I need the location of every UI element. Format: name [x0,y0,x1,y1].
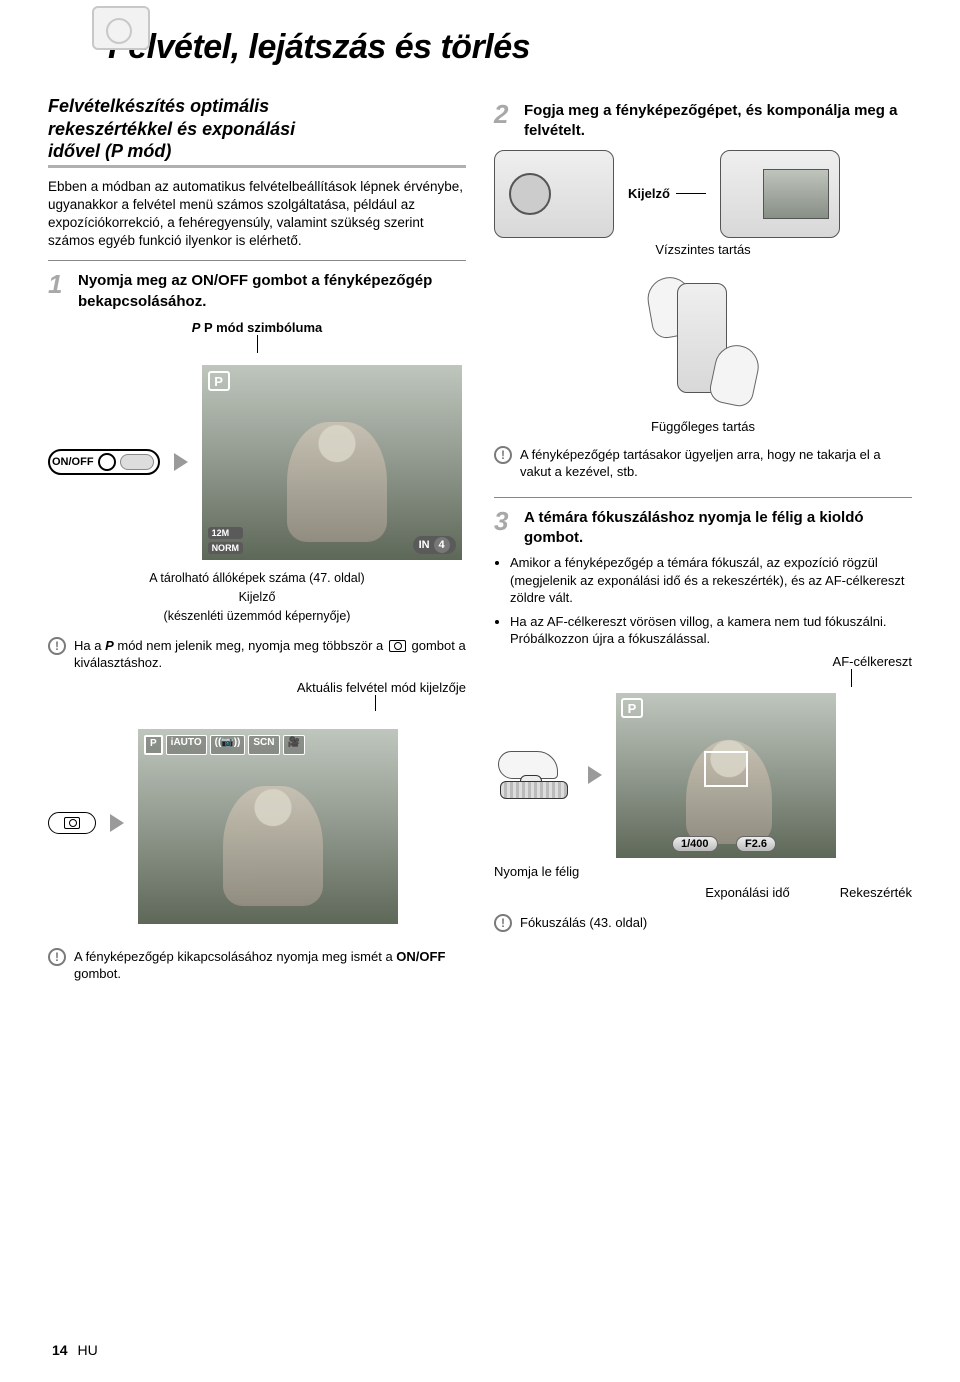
exposure-labels: Exponálási idő Rekeszérték [494,885,912,900]
section-title-line: Felvételkészítés optimális [48,96,269,116]
display-label: Kijelző [628,186,670,201]
chapter-title: Felvétel, lejátszás és törlés [108,28,912,67]
camera-front-illustration [494,150,614,238]
on-off-label: ON/OFF [52,456,94,468]
p-mode-symbol-label: P P mód szimbóluma [48,320,466,335]
page-number: 14 [52,1342,68,1358]
step-number: 1 [48,271,70,312]
aperture-pill: F2.6 [736,836,776,852]
p-mode-indicator: P [621,698,643,718]
display-caption: Kijelző [48,589,466,606]
tip-p-mode: ! Ha a P mód nem jelenik meg, nyomja meg… [48,637,466,672]
shutter-speed-pill: 1/400 [672,836,718,852]
step-text: A témára fókuszáláshoz nyomja le félig a… [524,508,912,549]
horizontal-hold-label: Vízszintes tartás [494,242,912,257]
horizontal-hold-row: Kijelző [494,150,912,238]
lcd-screenshot-2: P iAUTO ((📷)) SCN 🎥 [138,729,398,924]
on-off-button-graphic: ON/OFF [48,449,160,475]
on-off-row: ON/OFF P 12M NORM IN 4 [48,365,466,560]
half-press-row: P 1/400 F2.6 [494,693,912,858]
section-title: Felvételkészítés optimális rekeszértékke… [48,95,466,168]
page-language: HU [77,1342,97,1358]
shutter-press-illustration [494,751,574,799]
p-mode-indicator: P [208,371,230,391]
aperture-value-label: Rekeszérték [840,885,912,900]
right-column: 2 Fogja meg a fényképezőgépet, és kompon… [494,95,912,983]
exposure-time-label: Exponálási idő [705,885,790,900]
tip-icon: ! [494,914,512,932]
tip-power-off: ! A fényképezőgép kikapcsolásához nyomja… [48,948,466,983]
step-number: 3 [494,508,516,549]
standby-caption: (készenléti üzemmód képernyője) [48,608,466,625]
arrow-right-icon [588,766,602,784]
step-2: 2 Fogja meg a fényképezőgépet, és kompon… [494,101,912,142]
current-mode-caption: Aktuális felvétel mód kijelzője [48,680,466,695]
step3-bullets: Amikor a fényképezőgép a témára fókuszál… [494,554,912,648]
remaining-shots: IN 4 [413,536,456,554]
mode-item: SCN [248,735,279,755]
arrow-right-icon [174,453,188,471]
mode-bar: P iAUTO ((📷)) SCN 🎥 [144,735,305,755]
mode-item: iAUTO [166,735,207,755]
mode-item: ((📷)) [210,735,246,755]
mode-button-row: P iAUTO ((📷)) SCN 🎥 [48,723,466,924]
step-text: Nyomja meg az ON/OFF gombot a fényképező… [78,271,466,312]
lcd-screenshot-3: P 1/400 F2.6 [616,693,836,858]
quality-tag: NORM [208,542,244,554]
section-title-line: rekeszértékkel és exponálási [48,119,295,139]
tip-text: A fényképezőgép tartásakor ügyeljen arra… [520,446,912,481]
tip-focus: ! Fókuszálás (43. oldal) [494,914,912,932]
bullet-item: Ha az AF-célkereszt vörösen villog, a ka… [510,613,912,648]
camera-back-illustration [720,150,840,238]
af-target-box [704,751,748,787]
mode-item: 🎥 [283,735,305,755]
camera-icon [389,640,406,652]
tip-icon: ! [48,948,66,966]
tip-icon: ! [48,637,66,655]
capacity-caption: A tárolható állóképek száma (47. oldal) [48,570,466,587]
chapter-icon [92,6,150,50]
bullet-item: Amikor a fényképezőgép a témára fókuszál… [510,554,912,607]
vertical-hold-illustration [643,265,763,415]
vertical-hold-label: Függőleges tartás [494,419,912,434]
mode-item: P [144,735,163,755]
section-title-line: idővel (P mód) [48,141,171,161]
step-3: 3 A témára fókuszáláshoz nyomja le félig… [494,508,912,549]
lcd-screenshot-1: P 12M NORM IN 4 [202,365,462,560]
page-footer: 14 HU [52,1342,98,1358]
intro-paragraph: Ebben a módban az automatikus felvételbe… [48,178,466,251]
tip-icon: ! [494,446,512,464]
step-text: Fogja meg a fényképezőgépet, és komponál… [524,101,912,142]
camera-icon [64,817,80,829]
tip-text: A fényképezőgép kikapcsolásához nyomja m… [74,948,466,983]
resolution-tag: 12M [208,527,244,539]
press-half-label: Nyomja le félig [494,864,604,879]
step-number: 2 [494,101,516,142]
af-target-label: AF-célkereszt [494,654,912,669]
tip-hold: ! A fényképezőgép tartásakor ügyeljen ar… [494,446,912,481]
arrow-right-icon [110,814,124,832]
step-1: 1 Nyomja meg az ON/OFF gombot a fényképe… [48,271,466,312]
left-column: Felvételkészítés optimális rekeszértékke… [48,95,466,983]
camera-mode-button [48,812,96,834]
tip-text: Fókuszálás (43. oldal) [520,914,647,932]
tip-text: Ha a P mód nem jelenik meg, nyomja meg t… [74,637,466,672]
